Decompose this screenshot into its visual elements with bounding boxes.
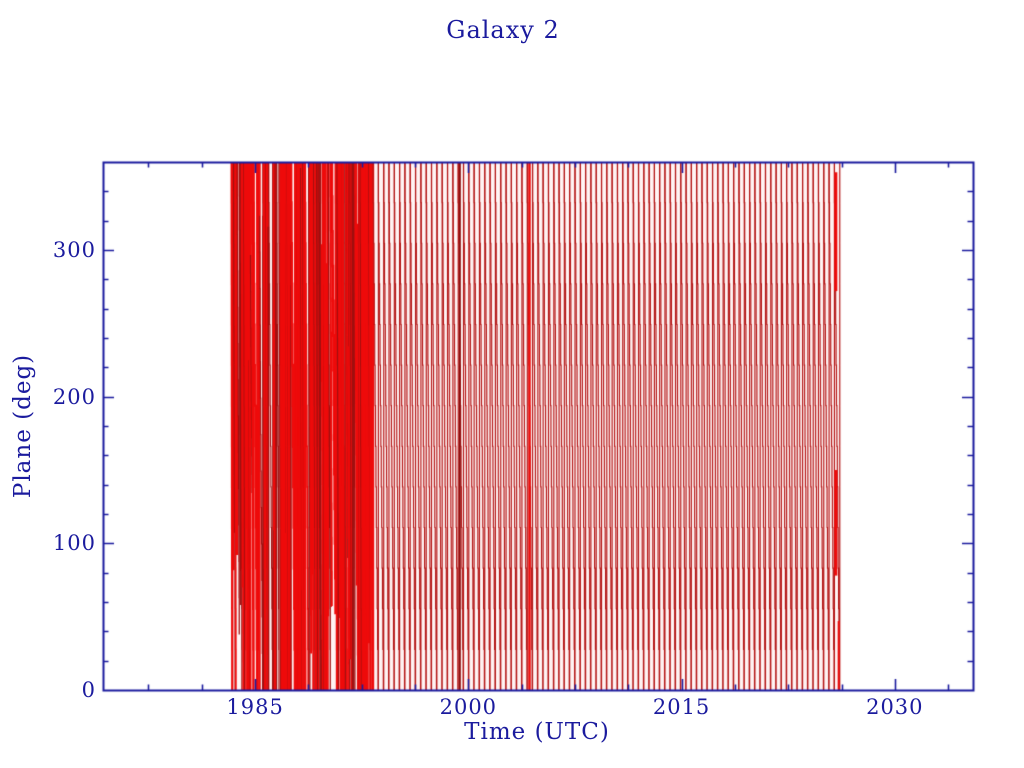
x-tick-label: 2030 bbox=[866, 695, 924, 719]
x-tick-label: 2015 bbox=[652, 695, 711, 719]
x-tick-label: 2000 bbox=[439, 695, 498, 719]
y-tick-label: 300 bbox=[52, 238, 96, 262]
y-axis-label: Plane (deg) bbox=[10, 353, 36, 499]
chart-title: Galaxy 2 bbox=[446, 16, 560, 44]
x-axis-label: Time (UTC) bbox=[464, 719, 610, 745]
x-tick-label: 1985 bbox=[226, 695, 284, 719]
y-tick-label: 100 bbox=[52, 531, 96, 556]
y-tick-label: 0 bbox=[81, 678, 96, 702]
y-tick-label: 200 bbox=[52, 384, 96, 409]
